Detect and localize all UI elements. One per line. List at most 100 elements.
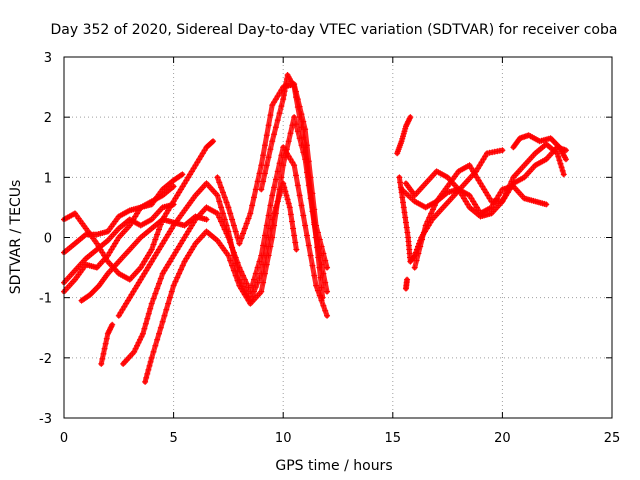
data-point bbox=[479, 183, 486, 190]
data-point bbox=[109, 321, 116, 328]
data-point bbox=[103, 255, 110, 262]
data-point bbox=[161, 237, 168, 244]
data-point bbox=[283, 146, 290, 153]
data-point bbox=[152, 252, 159, 259]
series-arc-6 bbox=[98, 321, 116, 367]
data-point bbox=[137, 264, 144, 271]
data-point bbox=[99, 249, 106, 256]
y-tick-label: -3 bbox=[39, 412, 52, 427]
data-point bbox=[322, 257, 329, 264]
data-point bbox=[250, 276, 257, 283]
data-point bbox=[309, 204, 316, 211]
data-point bbox=[472, 201, 478, 208]
data-point bbox=[320, 302, 327, 309]
data-point bbox=[240, 272, 247, 279]
data-point bbox=[135, 279, 142, 286]
data-point bbox=[470, 198, 477, 205]
data-point bbox=[324, 264, 331, 271]
data-point bbox=[291, 232, 298, 239]
data-point bbox=[177, 186, 184, 193]
data-point bbox=[274, 117, 281, 124]
data-point bbox=[311, 272, 318, 279]
data-point bbox=[198, 153, 204, 160]
data-point bbox=[132, 345, 139, 352]
data-point bbox=[477, 180, 484, 187]
data-point bbox=[150, 255, 157, 262]
data-point bbox=[269, 138, 276, 145]
data-point bbox=[501, 195, 508, 202]
data-point bbox=[187, 225, 194, 232]
data-point bbox=[305, 242, 312, 249]
data-point bbox=[243, 220, 250, 227]
data-point bbox=[285, 200, 292, 207]
data-point bbox=[165, 231, 172, 238]
data-point bbox=[484, 192, 491, 199]
data-point bbox=[274, 168, 281, 175]
data-point bbox=[234, 259, 241, 266]
data-point bbox=[177, 240, 184, 247]
data-point bbox=[419, 236, 426, 243]
data-point bbox=[121, 303, 128, 310]
data-point bbox=[278, 103, 285, 110]
data-point bbox=[291, 84, 298, 91]
ticks: 0 5 10 15 20 25 -3 -2 -1 0 1 2 3 bbox=[39, 51, 620, 446]
data-point bbox=[320, 250, 327, 257]
data-point bbox=[267, 202, 274, 209]
data-point bbox=[303, 232, 310, 239]
data-point bbox=[170, 282, 177, 289]
data-point bbox=[183, 231, 190, 238]
data-point bbox=[400, 130, 407, 137]
data-point bbox=[263, 261, 270, 268]
data-point bbox=[187, 171, 194, 178]
data-point bbox=[472, 171, 478, 178]
data-point bbox=[324, 312, 331, 319]
data-point bbox=[400, 199, 407, 206]
plot-frame bbox=[63, 56, 613, 419]
data-point bbox=[314, 244, 321, 251]
data-point bbox=[280, 162, 287, 169]
data-point bbox=[276, 90, 283, 97]
series-arc-17 bbox=[510, 132, 569, 163]
data-point bbox=[461, 195, 468, 202]
data-point bbox=[130, 288, 137, 295]
data-point bbox=[506, 186, 513, 193]
data-point bbox=[468, 165, 475, 172]
data-point bbox=[181, 234, 188, 241]
data-point bbox=[300, 212, 307, 219]
data-point bbox=[163, 210, 170, 217]
grid bbox=[64, 57, 612, 418]
data-point bbox=[196, 156, 203, 163]
data-point bbox=[491, 148, 498, 155]
data-point bbox=[185, 252, 192, 259]
data-point bbox=[223, 230, 230, 237]
data-point bbox=[298, 202, 305, 209]
data-point bbox=[230, 249, 237, 256]
data-point bbox=[210, 138, 217, 145]
data-point bbox=[214, 192, 221, 199]
data-point bbox=[136, 336, 143, 343]
data-point bbox=[265, 212, 272, 219]
data-point bbox=[269, 192, 276, 199]
series-arc-16 bbox=[411, 144, 569, 271]
data-point bbox=[225, 252, 232, 259]
data-point bbox=[163, 306, 170, 313]
data-point bbox=[284, 196, 291, 203]
data-point bbox=[147, 305, 154, 312]
data-point bbox=[163, 264, 170, 271]
data-point bbox=[234, 277, 241, 284]
data-point bbox=[558, 164, 565, 171]
data-point bbox=[227, 257, 234, 264]
data-point bbox=[319, 294, 326, 301]
data-point bbox=[132, 213, 139, 220]
data-point bbox=[161, 312, 168, 319]
data-point bbox=[159, 318, 166, 325]
data-point bbox=[272, 124, 279, 131]
data-point bbox=[254, 264, 261, 271]
x-tick-label: 10 bbox=[275, 431, 292, 446]
data-point bbox=[557, 160, 564, 167]
data-point bbox=[271, 222, 278, 229]
data-point bbox=[126, 294, 133, 301]
data-point bbox=[482, 189, 489, 196]
y-tick-label: 2 bbox=[44, 111, 52, 126]
data-point bbox=[177, 266, 184, 273]
